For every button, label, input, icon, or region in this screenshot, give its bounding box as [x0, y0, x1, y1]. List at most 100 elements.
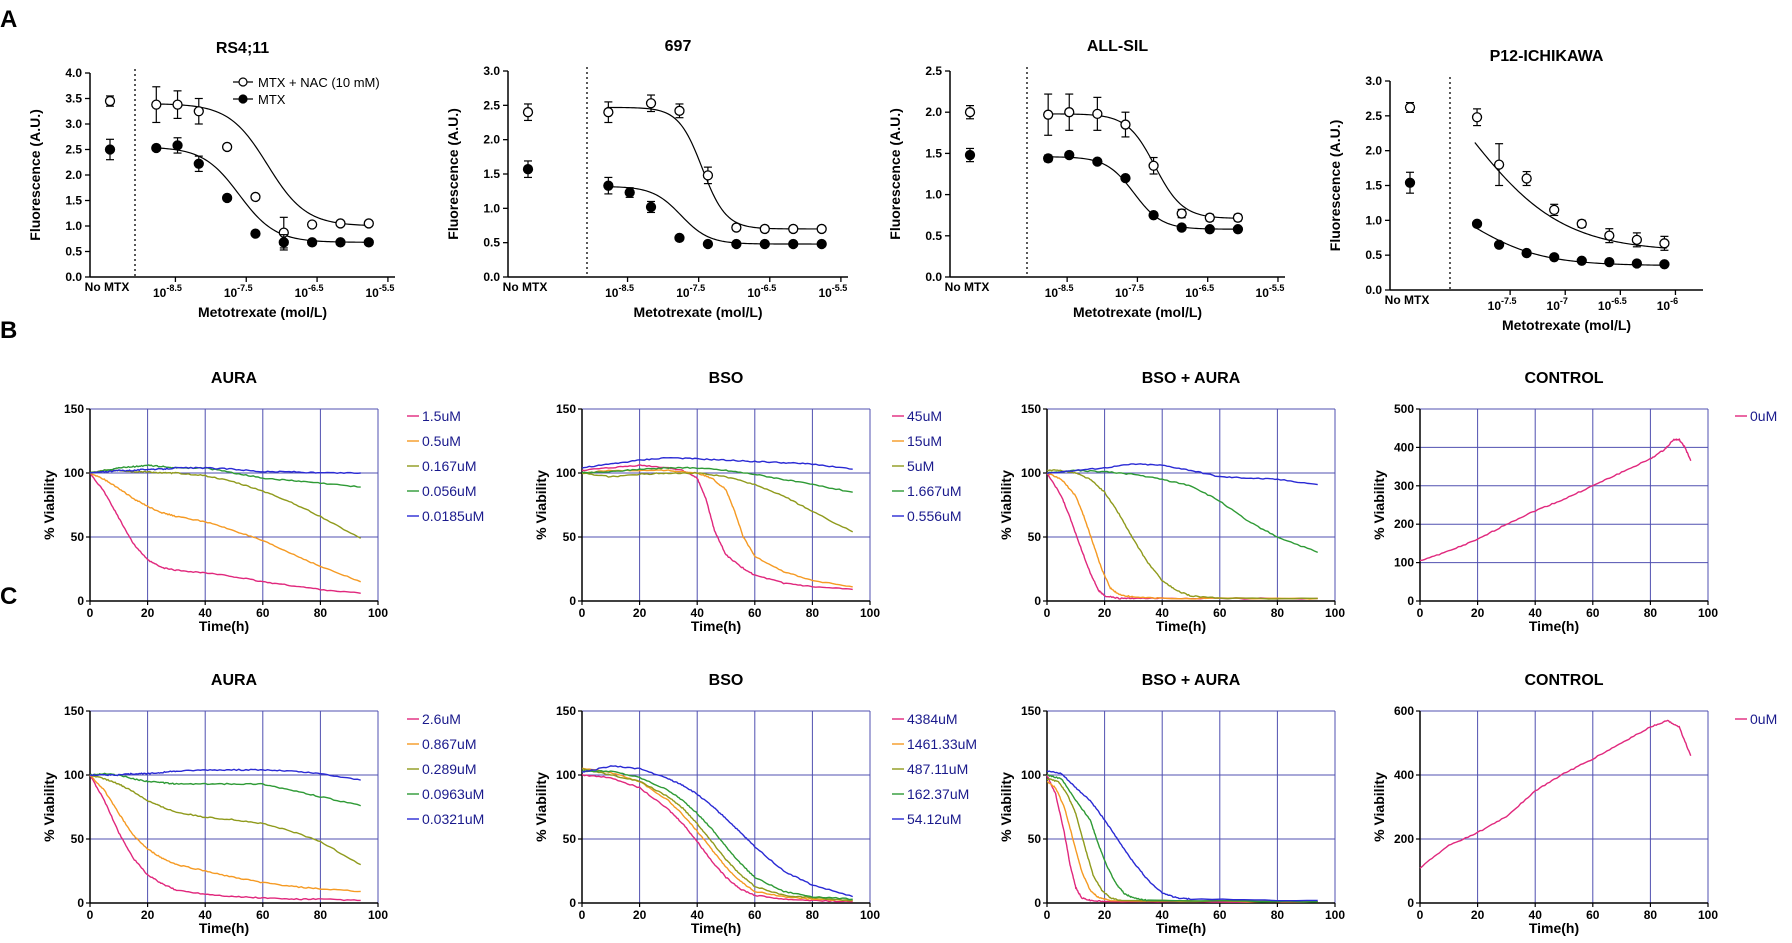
no-mtx-point-open [964, 107, 976, 118]
data-point-filled [624, 187, 635, 198]
legend-label: 0.0321uM [422, 811, 484, 827]
y-tick-label: 0.5 [1365, 248, 1382, 262]
x-tick-base: 10 [1488, 299, 1502, 313]
x-tick-label: 10-6.5 [1185, 283, 1214, 300]
data-point-open [1232, 212, 1244, 223]
legend-label: 0uM [1750, 408, 1777, 424]
legend-label: 0.0963uM [422, 786, 484, 802]
x-tick-exponent: -6.5 [1611, 296, 1627, 306]
no-mtx-point-open [104, 95, 116, 107]
y-axis-label: % Viability [41, 470, 57, 540]
chart-title: AURA [211, 672, 258, 689]
series-line [1046, 770, 1318, 902]
x-tick-label: 10-8.5 [153, 283, 182, 300]
data-point-open [816, 223, 827, 235]
x-tick-label: 10-7.5 [1115, 283, 1144, 300]
y-tick-label: 0.5 [65, 245, 82, 259]
x-axis-label: Metotrexate (mol/L) [1502, 317, 1631, 333]
data-point-open [172, 99, 183, 110]
data-point-open [1493, 159, 1505, 170]
x-tick-label: 0 [1044, 606, 1051, 620]
chart-a-2: 697 0.0 0.5 1.0 1.5 2.0 2.5 3.0 Fluorescence (A.… [445, 38, 848, 320]
x-tick-label: 10-7.5 [676, 283, 705, 300]
y-tick-label: 150 [64, 402, 84, 416]
data-point-filled [702, 238, 714, 250]
data-point-open [151, 99, 162, 110]
data-point-filled [1204, 224, 1215, 235]
panel-label-B: B [0, 317, 17, 344]
x-tick-exponent: -6.5 [308, 283, 324, 293]
legend-marker-open [238, 77, 248, 87]
x-tick-label: 0 [1417, 606, 1424, 620]
no-mtx-label: No MTX [1385, 293, 1430, 307]
series-line [581, 471, 854, 533]
series-line [89, 774, 361, 893]
data-point-filled [816, 238, 827, 250]
x-tick-base: 10 [1657, 299, 1671, 313]
x-tick-label: 100 [1698, 606, 1718, 620]
y-tick-label: 0.0 [65, 270, 82, 284]
legend-label: 4384uM [907, 711, 958, 727]
x-tick-label: 80 [314, 908, 328, 922]
y-tick-label: 2.0 [65, 168, 82, 182]
x-axis-label: Metotrexate (mol/L) [1073, 304, 1202, 320]
fit-curve-filled [606, 186, 824, 245]
series-line [1419, 438, 1692, 562]
x-tick-base: 10 [747, 286, 761, 300]
no-mtx-label: No MTX [85, 280, 130, 294]
x-tick-label: 60 [256, 908, 270, 922]
y-tick-label: 50 [1028, 832, 1042, 846]
data-point-open [306, 219, 318, 230]
data-point-open [1176, 208, 1187, 219]
data-point-filled [221, 192, 233, 204]
panel-label-A: A [0, 6, 17, 33]
series-line [1046, 774, 1318, 903]
x-tick-label: 40 [1156, 606, 1170, 620]
data-point-filled [1148, 210, 1159, 221]
x-tick-label: 60 [748, 908, 762, 922]
x-tick-label: 60 [1213, 606, 1227, 620]
no-mtx-point-filled [1404, 177, 1416, 188]
y-tick-label: 100 [556, 768, 576, 782]
data-point-filled [1232, 224, 1244, 235]
y-tick-label: 50 [71, 530, 85, 544]
x-tick-exponent: -8.5 [166, 283, 182, 293]
chart-b-1: AURA 0 50 100 150 0 20 40 60 80 100 Time(h) % Viabil… [41, 370, 484, 634]
data-point-open [788, 223, 799, 235]
x-tick-base: 10 [818, 286, 832, 300]
data-point-open [702, 170, 714, 181]
y-tick-label: 50 [563, 530, 577, 544]
y-tick-label: 50 [71, 832, 85, 846]
legend-label: 0uM [1750, 711, 1777, 727]
series-line [1046, 469, 1318, 600]
y-tick-label: 1.0 [925, 188, 942, 202]
y-tick-label: 0 [1034, 896, 1041, 910]
x-tick-base: 10 [153, 286, 167, 300]
x-axis-label: Time(h) [1529, 618, 1579, 634]
x-axis-label: Time(h) [199, 920, 249, 936]
y-tick-label: 1.0 [483, 201, 500, 215]
x-tick-label: 100 [368, 606, 388, 620]
x-tick-base: 10 [1547, 299, 1561, 313]
chart-c-1: AURA 0 50 100 150 0 20 40 60 80 100 Time(h) % Viabil… [41, 672, 484, 936]
series-line [1046, 773, 1318, 903]
series-line [581, 457, 853, 470]
data-point-filled [1604, 256, 1615, 268]
x-tick-exponent: -5.5 [379, 283, 395, 293]
legend: MTX + NAC (10 mM) MTX [233, 75, 380, 107]
y-tick-label: 150 [556, 402, 576, 416]
x-tick-label: 20 [633, 908, 647, 922]
y-tick-label: 1.0 [1365, 213, 1382, 227]
x-tick-label: 80 [1271, 908, 1285, 922]
y-tick-label: 1.5 [65, 194, 82, 208]
x-tick-label: 0 [1044, 908, 1051, 922]
data-point-filled [788, 238, 799, 250]
x-tick-label: 10-6.5 [1598, 296, 1627, 313]
data-point-open [759, 223, 770, 235]
data-point-filled [1659, 259, 1670, 270]
y-tick-label: 1.5 [1365, 179, 1382, 193]
x-tick-exponent: -6 [1670, 296, 1678, 306]
data-point-filled [250, 228, 261, 239]
x-tick-exponent: -6.5 [761, 283, 777, 293]
y-axis-label: Fluorescence (A.U.) [27, 109, 43, 240]
